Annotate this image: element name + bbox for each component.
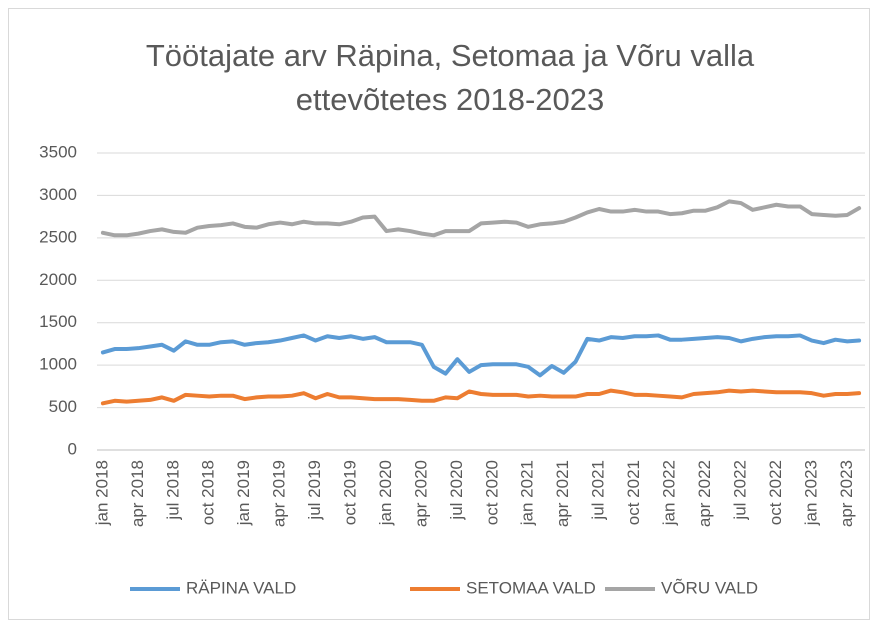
x-tick-label: jul 2019 — [305, 460, 324, 521]
chart-frame — [8, 8, 870, 620]
x-tick-label: jul 2018 — [163, 460, 182, 521]
x-tick-label: jan 2019 — [234, 460, 253, 526]
y-tick-label: 0 — [68, 439, 77, 458]
x-tick-label: oct 2019 — [341, 460, 360, 525]
x-tick-label: oct 2018 — [199, 460, 218, 525]
x-tick-label: oct 2021 — [624, 460, 643, 525]
series-line — [100, 388, 862, 406]
x-tick-label: jul 2022 — [730, 460, 749, 521]
x-tick-label: apr 2023 — [837, 460, 856, 527]
x-tick-label: jan 2018 — [92, 460, 111, 526]
x-tick-label: jul 2020 — [447, 460, 466, 521]
chart-title: Töötajate arv Räpina, Setomaa ja Võru va… — [145, 38, 755, 117]
y-tick-label: 3000 — [39, 185, 77, 204]
series-line — [100, 199, 862, 238]
x-tick-label: jan 2022 — [660, 460, 679, 526]
x-tick-label: jan 2020 — [376, 460, 395, 526]
x-tick-label: jan 2021 — [518, 460, 537, 526]
x-tick-label: apr 2019 — [270, 460, 289, 527]
x-tick-label: apr 2020 — [411, 460, 430, 527]
series-line — [100, 333, 862, 378]
y-tick-label: 2000 — [39, 270, 77, 289]
y-tick-label: 3500 — [39, 142, 77, 161]
legend-label: SETOMAA VALD — [466, 578, 596, 597]
y-tick-label: 500 — [49, 397, 77, 416]
x-tick-label: oct 2022 — [766, 460, 785, 525]
x-tick-label: apr 2022 — [695, 460, 714, 527]
y-tick-label: 1000 — [39, 355, 77, 374]
x-tick-label: oct 2020 — [482, 460, 501, 525]
x-tick-label: apr 2021 — [553, 460, 572, 527]
x-tick-label: jan 2023 — [801, 460, 820, 526]
legend-label: RÄPINA VALD — [186, 578, 296, 597]
legend-label: VÕRU VALD — [661, 578, 758, 597]
y-tick-label: 2500 — [39, 227, 77, 246]
x-tick-label: apr 2018 — [128, 460, 147, 527]
x-tick-label: jul 2021 — [589, 460, 608, 521]
y-tick-label: 1500 — [39, 312, 77, 331]
